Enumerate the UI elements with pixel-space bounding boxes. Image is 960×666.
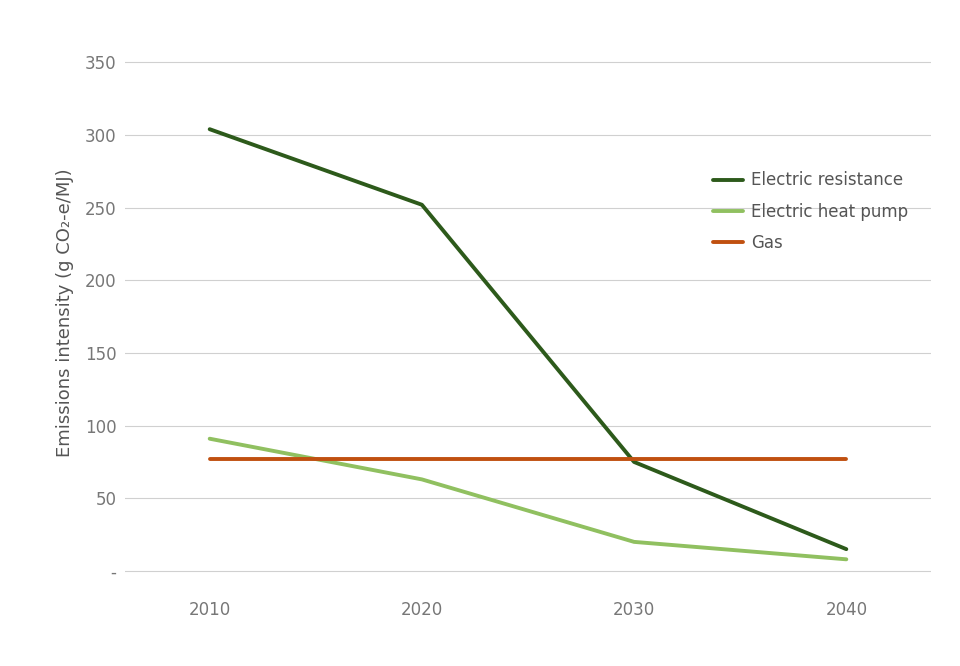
Electric heat pump [204,435,215,443]
Electric heat pump [416,476,427,484]
Gas [841,455,852,463]
Gas [629,455,640,463]
Electric resistance [629,458,640,466]
Line: Electric heat pump: Electric heat pump [209,439,847,559]
Electric heat pump [841,555,852,563]
Gas [204,455,215,463]
Electric resistance [416,200,427,208]
Line: Electric resistance: Electric resistance [209,129,847,549]
Electric heat pump [629,538,640,546]
Electric resistance [841,545,852,553]
Electric resistance [204,125,215,133]
Legend: Electric resistance, Electric heat pump, Gas: Electric resistance, Electric heat pump,… [706,165,915,258]
Gas [416,455,427,463]
Y-axis label: Emissions intensity (g CO₂-e/MJ): Emissions intensity (g CO₂-e/MJ) [56,168,74,458]
